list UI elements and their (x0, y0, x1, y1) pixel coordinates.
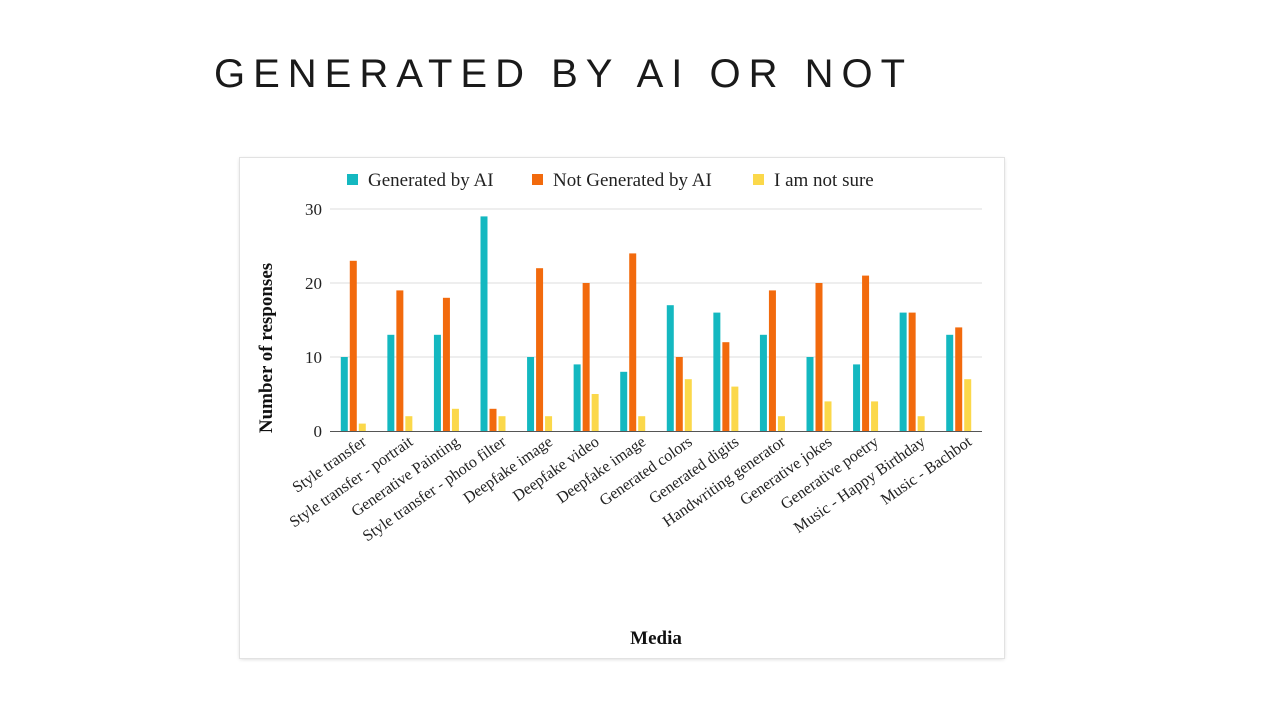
legend-swatch (347, 174, 358, 185)
bar (387, 334, 395, 431)
bar (638, 416, 646, 431)
bar (731, 386, 739, 431)
bar (629, 253, 637, 431)
bar (536, 268, 544, 431)
bar (759, 334, 767, 431)
bar (871, 401, 879, 431)
bar (899, 312, 907, 431)
y-tick-label: 30 (305, 200, 322, 219)
bar (489, 408, 497, 431)
bar (527, 357, 535, 431)
bar (573, 364, 581, 431)
chart-legend: Generated by AI Not Generated by AI I am n… (347, 170, 874, 191)
legend-item: Not Generated by AI (532, 170, 712, 191)
bar (824, 401, 832, 431)
legend-label: Generated by AI (368, 170, 494, 191)
bar (964, 379, 972, 431)
legend-label: I am not sure (774, 170, 874, 191)
bar (722, 342, 730, 431)
y-axis-ticks: 0 10 20 30 (305, 200, 322, 441)
bar (815, 283, 823, 431)
legend-label: Not Generated by AI (553, 170, 712, 191)
bar (620, 371, 628, 431)
chart-gridlines (330, 208, 982, 358)
bar (582, 283, 590, 431)
slide-title: GENERATED BY AI OR NOT (214, 52, 914, 96)
bar (713, 312, 721, 431)
bar (917, 416, 925, 431)
bar (946, 334, 954, 431)
x-axis-label: Media (630, 628, 682, 649)
bar (451, 408, 459, 431)
legend-swatch (532, 174, 543, 185)
bar (349, 260, 357, 431)
bar (684, 379, 692, 431)
bar (675, 357, 683, 431)
bar (396, 290, 404, 431)
legend-item: Generated by AI (347, 170, 494, 191)
bar (806, 357, 814, 431)
bar (862, 275, 870, 431)
bar (498, 416, 506, 431)
bar (545, 416, 553, 431)
bar (591, 394, 599, 431)
bar (853, 364, 861, 431)
bar (433, 334, 441, 431)
y-axis-label: Number of responses (256, 263, 277, 433)
bar (777, 416, 785, 431)
bar (340, 357, 348, 431)
bar (666, 305, 674, 431)
bar (358, 423, 366, 431)
bar (908, 312, 916, 431)
chart-bars (340, 216, 972, 431)
bar (768, 290, 776, 431)
legend-item: I am not sure (753, 170, 874, 191)
legend-swatch (753, 174, 764, 185)
bar (955, 327, 963, 431)
bar (442, 297, 450, 431)
bar (405, 416, 413, 431)
y-tick-label: 0 (314, 422, 323, 441)
chart-card: Generated by AI Not Generated by AI I am n… (240, 158, 1004, 658)
y-tick-label: 10 (305, 348, 322, 367)
y-tick-label: 20 (305, 274, 322, 293)
bar (480, 216, 488, 431)
bar-chart: Generated by AI Not Generated by AI I am n… (256, 170, 982, 649)
